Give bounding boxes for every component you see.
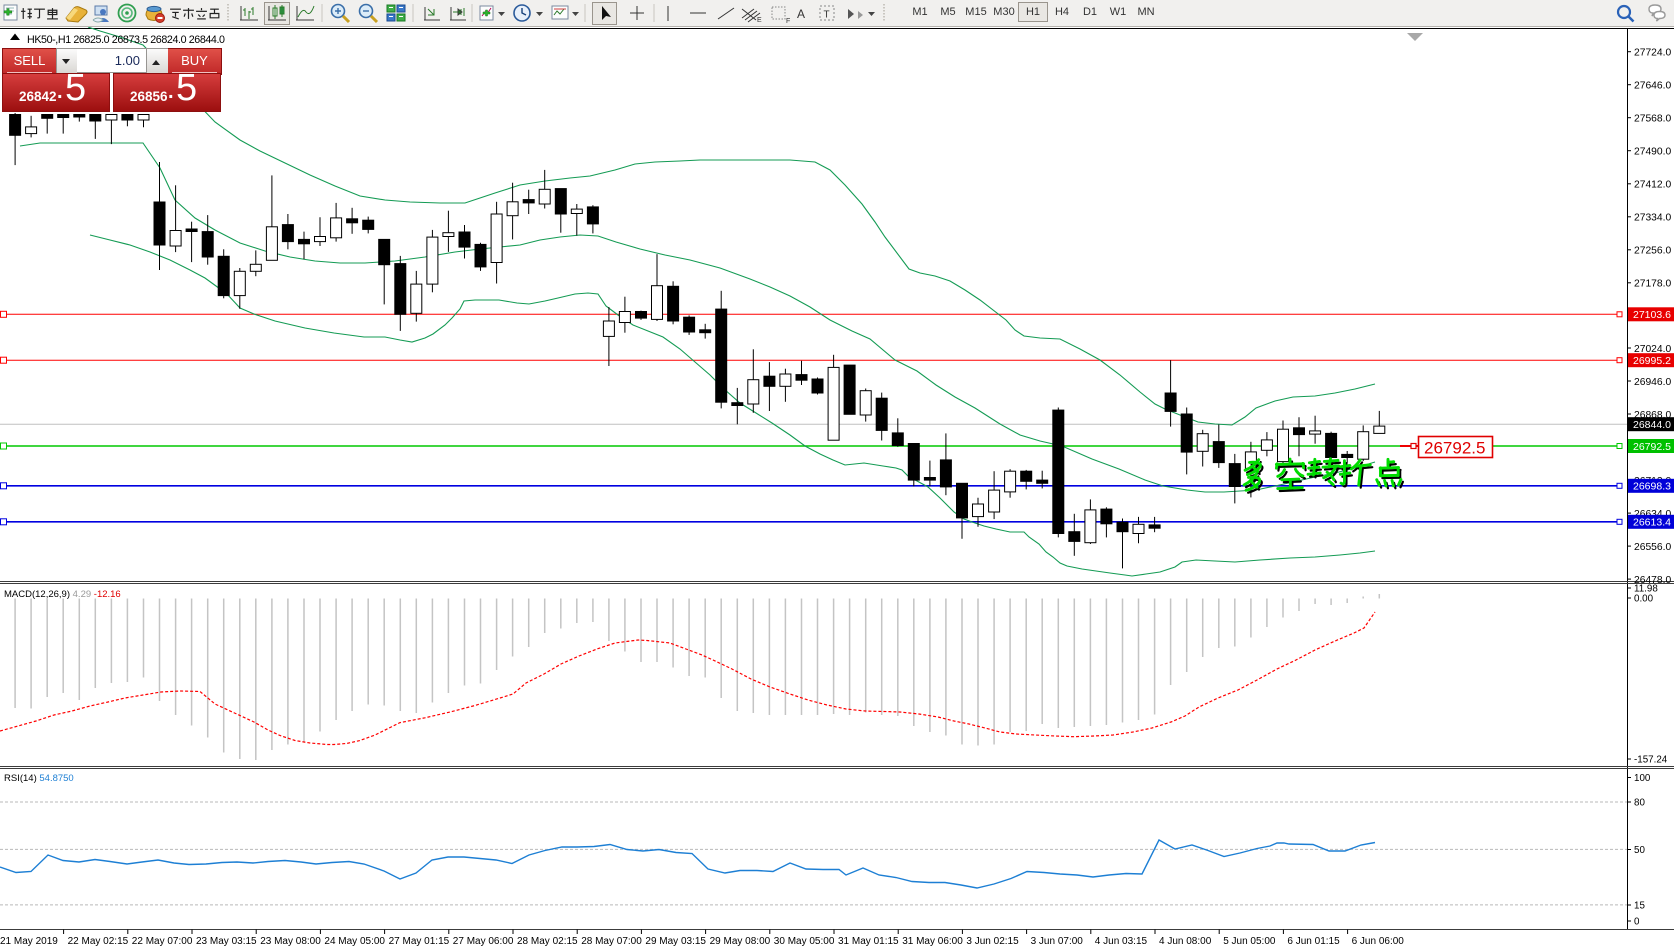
svg-text:28 May 02:15: 28 May 02:15	[517, 936, 578, 947]
svg-text:MACD(12,26,9) 4.29 -12.16: MACD(12,26,9) 4.29 -12.16	[4, 589, 121, 600]
svg-text:31 May 01:15: 31 May 01:15	[838, 936, 899, 947]
svg-text:-157.24: -157.24	[1634, 755, 1668, 766]
svg-text:22 May 02:15: 22 May 02:15	[68, 936, 129, 947]
svg-text:27724.0: 27724.0	[1634, 48, 1671, 59]
svg-text:27 May 01:15: 27 May 01:15	[389, 936, 450, 947]
svg-text:26698.3: 26698.3	[1633, 481, 1671, 493]
svg-text:0: 0	[1634, 917, 1640, 928]
svg-text:24 May 05:00: 24 May 05:00	[324, 936, 385, 947]
svg-text:27568.0: 27568.0	[1634, 114, 1671, 125]
svg-text:28 May 07:00: 28 May 07:00	[581, 936, 642, 947]
svg-text:26995.2: 26995.2	[1633, 355, 1671, 367]
svg-text:RSI(14) 54.8750: RSI(14) 54.8750	[4, 773, 74, 784]
svg-text:3 Jun 02:15: 3 Jun 02:15	[966, 936, 1019, 947]
svg-text:4 Jun 08:00: 4 Jun 08:00	[1159, 936, 1212, 947]
svg-text:21 May 2019: 21 May 2019	[0, 936, 58, 947]
svg-text:23 May 03:15: 23 May 03:15	[196, 936, 257, 947]
svg-text:31 May 06:00: 31 May 06:00	[902, 936, 963, 947]
svg-text:11.98: 11.98	[1634, 584, 1658, 595]
svg-text:29 May 08:00: 29 May 08:00	[710, 936, 771, 947]
svg-text:6 Jun 06:00: 6 Jun 06:00	[1352, 936, 1405, 947]
svg-text:27412.0: 27412.0	[1634, 180, 1671, 191]
svg-text:27490.0: 27490.0	[1634, 147, 1671, 158]
svg-text:4 Jun 03:15: 4 Jun 03:15	[1095, 936, 1148, 947]
svg-text:26844.0: 26844.0	[1633, 419, 1671, 431]
svg-text:27103.6: 27103.6	[1633, 309, 1671, 321]
svg-text:26613.4: 26613.4	[1633, 517, 1671, 529]
svg-text:23 May 08:00: 23 May 08:00	[260, 936, 321, 947]
svg-text:27646.0: 27646.0	[1634, 81, 1671, 92]
svg-text:26792.5: 26792.5	[1424, 439, 1485, 458]
svg-text:22 May 07:00: 22 May 07:00	[132, 936, 193, 947]
svg-text:6 Jun 01:15: 6 Jun 01:15	[1287, 936, 1340, 947]
svg-text:27024.0: 27024.0	[1634, 344, 1671, 355]
svg-text:3 Jun 07:00: 3 Jun 07:00	[1031, 936, 1084, 947]
svg-text:A: A	[797, 7, 805, 21]
svg-text:80: 80	[1634, 798, 1645, 809]
svg-text:26556.0: 26556.0	[1634, 542, 1671, 553]
svg-text:5 Jun 05:00: 5 Jun 05:00	[1223, 936, 1276, 947]
svg-text:15: 15	[1634, 901, 1645, 912]
svg-text:HK50-,H1 26825.0 26873.5 26824: HK50-,H1 26825.0 26873.5 26824.0 26844.0	[27, 34, 225, 46]
svg-text:30 May 05:00: 30 May 05:00	[774, 936, 835, 947]
svg-text:26792.5: 26792.5	[1633, 441, 1671, 453]
svg-text:F: F	[786, 18, 790, 25]
svg-text:26868.0: 26868.0	[1634, 410, 1671, 421]
svg-text:27178.0: 27178.0	[1634, 279, 1671, 290]
svg-text:29 May 03:15: 29 May 03:15	[645, 936, 706, 947]
svg-text:100: 100	[1634, 773, 1651, 784]
svg-text:26946.0: 26946.0	[1634, 377, 1671, 388]
svg-text:T: T	[824, 10, 830, 21]
svg-text:26634.0: 26634.0	[1634, 509, 1671, 520]
svg-text:27 May 06:00: 27 May 06:00	[453, 936, 514, 947]
svg-text:50: 50	[1634, 845, 1645, 856]
svg-text:E: E	[757, 17, 762, 24]
svg-text:27334.0: 27334.0	[1634, 213, 1671, 224]
svg-text:0.00: 0.00	[1634, 594, 1654, 605]
svg-text:26478.0: 26478.0	[1634, 575, 1671, 586]
svg-text:27256.0: 27256.0	[1634, 246, 1671, 257]
